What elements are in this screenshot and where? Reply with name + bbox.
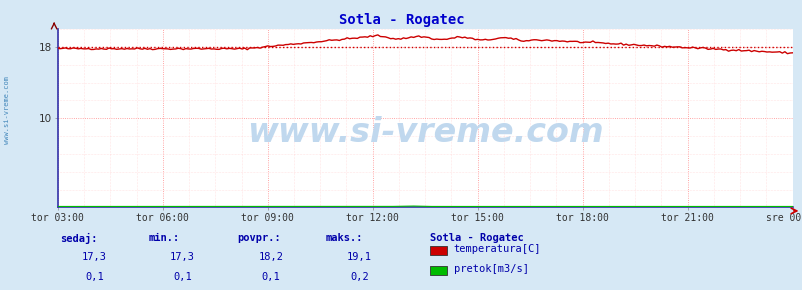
Text: min.:: min.:: [148, 233, 180, 243]
Text: sedaj:: sedaj:: [60, 233, 98, 244]
Text: 0,1: 0,1: [173, 272, 192, 282]
Text: pretok[m3/s]: pretok[m3/s]: [453, 264, 528, 273]
Text: www.si-vreme.com: www.si-vreme.com: [4, 76, 10, 144]
Text: 17,3: 17,3: [82, 252, 107, 262]
Text: 17,3: 17,3: [170, 252, 195, 262]
Text: 18,2: 18,2: [258, 252, 283, 262]
Text: 0,2: 0,2: [350, 272, 368, 282]
Text: 0,1: 0,1: [85, 272, 103, 282]
Text: Sotla - Rogatec: Sotla - Rogatec: [429, 233, 523, 243]
Text: maks.:: maks.:: [325, 233, 363, 243]
Text: 19,1: 19,1: [346, 252, 371, 262]
Text: povpr.:: povpr.:: [237, 233, 280, 243]
Text: www.si-vreme.com: www.si-vreme.com: [246, 116, 603, 149]
Text: temperatura[C]: temperatura[C]: [453, 244, 541, 254]
Text: Sotla - Rogatec: Sotla - Rogatec: [338, 13, 464, 27]
Text: 0,1: 0,1: [261, 272, 280, 282]
